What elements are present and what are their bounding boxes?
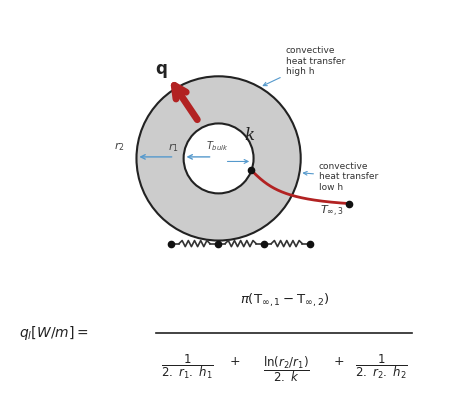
Text: $r_2$: $r_2$ [114,140,124,152]
Text: $\dfrac{1}{2.\ r_1.\ h_1}$: $\dfrac{1}{2.\ r_1.\ h_1}$ [161,352,213,381]
Circle shape [183,123,254,194]
Text: $\dfrac{\ln(r_2/r_1)}{2.\ k}$: $\dfrac{\ln(r_2/r_1)}{2.\ k}$ [264,354,310,384]
Text: $+$: $+$ [333,356,345,368]
Text: convective
heat transfer
high h: convective heat transfer high h [263,46,345,86]
Text: $q_l[W/m] =$: $q_l[W/m] =$ [19,324,89,342]
Text: $+$: $+$ [229,356,240,368]
Text: $r_1$: $r_1$ [168,141,179,154]
Text: $\pi\left(\mathrm{T}_{\infty,1} - \mathrm{T}_{\infty,2}\right)$: $\pi\left(\mathrm{T}_{\infty,1} - \mathr… [240,292,329,309]
Text: q: q [155,60,167,78]
Text: $T_{\infty,3}$: $T_{\infty,3}$ [320,204,344,219]
Circle shape [137,76,301,241]
Text: k: k [244,127,254,144]
Text: $T_{bulk}$: $T_{bulk}$ [206,139,228,153]
Text: convective
heat transfer
low h: convective heat transfer low h [303,162,378,192]
Text: $\dfrac{1}{2.\ r_2.\ h_2}$: $\dfrac{1}{2.\ r_2.\ h_2}$ [356,352,408,381]
